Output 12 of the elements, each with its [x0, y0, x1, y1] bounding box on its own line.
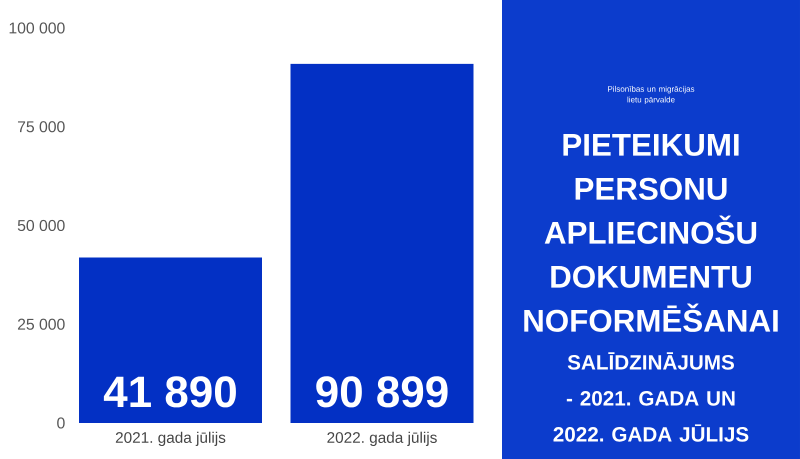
text: PIETEIKUMI PERSONU APLIECINOŠU DOKUMENTU NOFORMĒŠANAI [524, 134, 778, 332]
data-label: 41 890 [104, 376, 236, 408]
x-tick-label: 2022. gada jūlijs [327, 432, 437, 446]
x-tick-label: 2021. gada jūlijs [116, 432, 226, 446]
y-tick-label: 100 000 [10, 22, 65, 34]
y-tick-label: 0 [57, 417, 65, 429]
y-tick-label: 75 000 [18, 121, 65, 132]
y-tick-label: 25 000 [18, 318, 65, 330]
data-label: 90 899 [316, 376, 448, 408]
text: SALĪDZINĀJUMS - 2021. GADA UN 2022. GADA JŪLIJS [554, 352, 748, 442]
text: Pilsonības un migrācijas lietu pārvalde [608, 86, 694, 104]
y-tick-label: 50 000 [18, 220, 65, 232]
